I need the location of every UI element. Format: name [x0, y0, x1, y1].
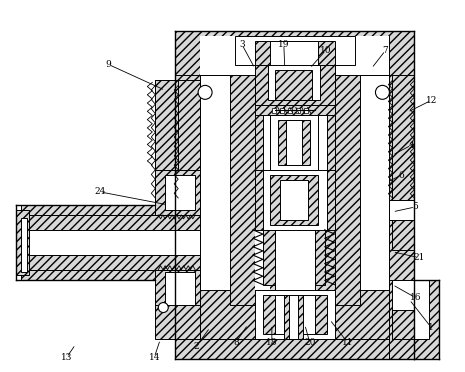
Polygon shape	[200, 36, 389, 76]
Polygon shape	[175, 339, 414, 359]
Polygon shape	[275, 70, 312, 100]
Text: 13: 13	[61, 353, 73, 362]
Text: 8: 8	[233, 338, 239, 347]
Polygon shape	[21, 270, 175, 280]
Polygon shape	[315, 105, 325, 285]
Polygon shape	[165, 272, 195, 305]
Text: 5: 5	[412, 202, 418, 211]
Polygon shape	[165, 175, 195, 210]
Polygon shape	[235, 36, 354, 65]
Polygon shape	[270, 115, 318, 170]
Polygon shape	[255, 115, 335, 170]
Text: 9: 9	[106, 60, 111, 69]
Polygon shape	[268, 65, 319, 100]
Polygon shape	[255, 170, 335, 230]
Polygon shape	[389, 280, 439, 359]
Polygon shape	[288, 108, 292, 113]
Text: 10: 10	[320, 46, 332, 55]
Polygon shape	[335, 76, 359, 305]
Polygon shape	[280, 76, 308, 180]
Polygon shape	[155, 305, 200, 339]
Circle shape	[158, 302, 168, 312]
Polygon shape	[392, 310, 414, 339]
Text: 24: 24	[95, 187, 106, 196]
Text: 2: 2	[193, 342, 199, 351]
Text: 14: 14	[148, 353, 160, 362]
Polygon shape	[392, 76, 414, 200]
Text: 19: 19	[278, 40, 290, 49]
Polygon shape	[21, 255, 200, 270]
Polygon shape	[155, 270, 200, 310]
Text: 6: 6	[399, 170, 404, 180]
Polygon shape	[255, 290, 335, 339]
Polygon shape	[255, 100, 275, 290]
Polygon shape	[200, 76, 389, 339]
Polygon shape	[21, 205, 175, 215]
Polygon shape	[270, 41, 318, 65]
Polygon shape	[21, 230, 200, 255]
Polygon shape	[155, 80, 200, 280]
Polygon shape	[289, 295, 298, 339]
Text: 11: 11	[342, 338, 353, 347]
Text: 16: 16	[410, 293, 421, 302]
Polygon shape	[255, 65, 335, 105]
Polygon shape	[255, 105, 335, 115]
Text: 4: 4	[408, 141, 414, 150]
Text: 21: 21	[413, 253, 425, 262]
Polygon shape	[263, 295, 275, 334]
Polygon shape	[155, 170, 200, 215]
Text: 7: 7	[383, 46, 388, 55]
Circle shape	[198, 86, 212, 99]
Text: 3: 3	[239, 40, 245, 49]
Polygon shape	[16, 210, 29, 275]
Polygon shape	[255, 41, 335, 65]
Text: 20: 20	[304, 338, 315, 347]
Text: 18: 18	[266, 338, 278, 347]
Polygon shape	[296, 108, 300, 113]
Polygon shape	[389, 200, 414, 220]
Polygon shape	[200, 36, 389, 76]
Polygon shape	[263, 115, 270, 170]
Polygon shape	[175, 61, 414, 355]
Polygon shape	[275, 295, 315, 334]
Polygon shape	[255, 100, 270, 290]
Polygon shape	[270, 175, 318, 225]
Polygon shape	[286, 120, 302, 165]
Polygon shape	[21, 215, 200, 230]
Polygon shape	[263, 170, 326, 230]
Polygon shape	[175, 31, 414, 76]
Circle shape	[375, 86, 389, 99]
Polygon shape	[392, 220, 414, 250]
Polygon shape	[392, 280, 429, 339]
Polygon shape	[284, 295, 303, 339]
Polygon shape	[318, 115, 326, 170]
Polygon shape	[280, 180, 308, 220]
Polygon shape	[21, 218, 27, 272]
Polygon shape	[230, 76, 255, 305]
Polygon shape	[315, 295, 326, 334]
Text: 12: 12	[425, 96, 437, 105]
Polygon shape	[315, 100, 335, 290]
Polygon shape	[200, 290, 389, 339]
Polygon shape	[263, 105, 275, 285]
Polygon shape	[304, 108, 308, 113]
Polygon shape	[272, 108, 276, 113]
Polygon shape	[155, 80, 178, 200]
Polygon shape	[275, 76, 315, 305]
Text: 1: 1	[428, 323, 434, 332]
Polygon shape	[278, 120, 310, 165]
Polygon shape	[280, 108, 284, 113]
